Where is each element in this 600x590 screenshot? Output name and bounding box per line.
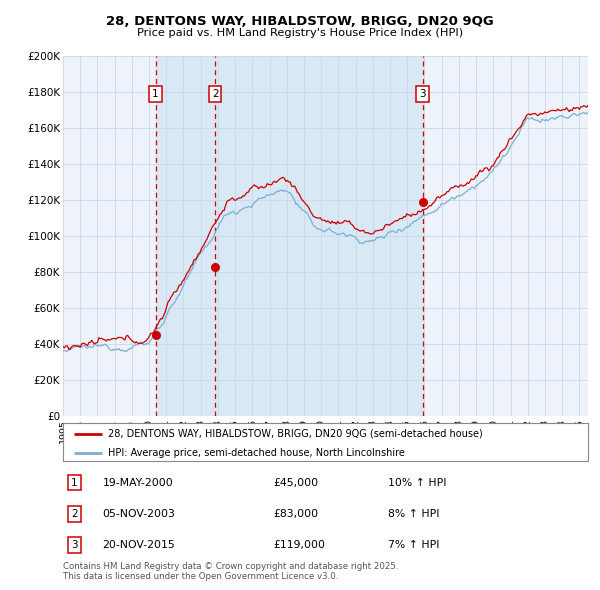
Text: £83,000: £83,000 <box>273 509 318 519</box>
Text: 20-NOV-2015: 20-NOV-2015 <box>103 540 175 550</box>
Text: 2: 2 <box>212 89 218 99</box>
Text: 3: 3 <box>419 89 426 99</box>
Text: £119,000: £119,000 <box>273 540 325 550</box>
Text: 19-MAY-2000: 19-MAY-2000 <box>103 477 173 487</box>
Text: 2: 2 <box>71 509 78 519</box>
Text: 1: 1 <box>152 89 159 99</box>
Bar <box>155 56 215 416</box>
Text: 28, DENTONS WAY, HIBALDSTOW, BRIGG, DN20 9QG: 28, DENTONS WAY, HIBALDSTOW, BRIGG, DN20… <box>106 15 494 28</box>
Text: 8% ↑ HPI: 8% ↑ HPI <box>389 509 440 519</box>
Text: Contains HM Land Registry data © Crown copyright and database right 2025.
This d: Contains HM Land Registry data © Crown c… <box>63 562 398 581</box>
Bar <box>215 56 422 416</box>
Text: HPI: Average price, semi-detached house, North Lincolnshire: HPI: Average price, semi-detached house,… <box>107 448 404 458</box>
Text: 3: 3 <box>71 540 78 550</box>
Text: 7% ↑ HPI: 7% ↑ HPI <box>389 540 440 550</box>
Text: 1: 1 <box>71 477 78 487</box>
Text: 05-NOV-2003: 05-NOV-2003 <box>103 509 175 519</box>
Text: £45,000: £45,000 <box>273 477 318 487</box>
Text: 28, DENTONS WAY, HIBALDSTOW, BRIGG, DN20 9QG (semi-detached house): 28, DENTONS WAY, HIBALDSTOW, BRIGG, DN20… <box>107 429 482 439</box>
Text: 10% ↑ HPI: 10% ↑ HPI <box>389 477 447 487</box>
Text: Price paid vs. HM Land Registry's House Price Index (HPI): Price paid vs. HM Land Registry's House … <box>137 28 463 38</box>
